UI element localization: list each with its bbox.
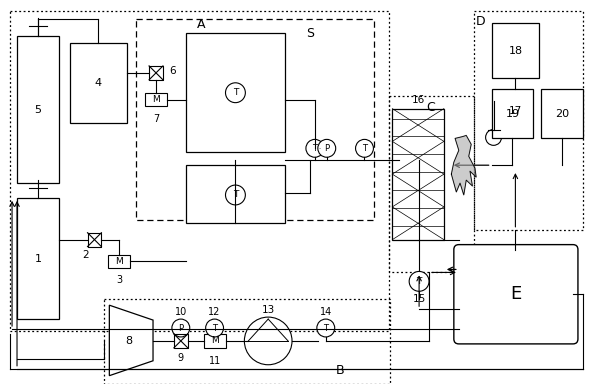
Bar [186,33,285,152]
Bar [108,255,130,268]
Text: T: T [416,277,422,286]
Text: 3: 3 [116,275,123,285]
Bar [204,334,226,348]
Text: M: M [211,336,219,345]
Text: 10: 10 [175,307,187,317]
Text: T: T [323,323,328,333]
Text: D: D [476,15,485,28]
Text: 15: 15 [412,294,426,304]
Text: M: M [115,257,123,266]
Text: 12: 12 [209,307,221,317]
Text: 4: 4 [95,78,102,88]
Circle shape [206,319,223,337]
Circle shape [226,83,246,103]
Bar [17,36,59,183]
FancyBboxPatch shape [454,244,578,344]
Text: 9: 9 [178,353,184,363]
Text: T: T [312,144,317,153]
Circle shape [306,139,324,157]
Text: A: A [197,18,205,31]
Text: P: P [324,144,329,153]
Bar [541,89,583,138]
Bar [17,198,59,319]
Bar [492,23,539,78]
Circle shape [485,129,501,146]
Bar [70,43,127,122]
Text: 18: 18 [508,46,522,56]
Text: 16: 16 [412,95,425,105]
Text: E: E [509,285,521,303]
Text: 17: 17 [508,105,522,116]
Text: 5: 5 [34,105,41,115]
Text: 8: 8 [125,336,133,346]
Text: P: P [178,323,183,333]
Text: C: C [426,100,435,114]
Text: 6: 6 [169,66,176,76]
Circle shape [317,319,335,337]
Bar [136,19,375,220]
Circle shape [318,139,336,157]
Text: 13: 13 [262,305,275,315]
Text: T: T [233,191,238,199]
Circle shape [244,317,292,365]
Text: T: T [212,323,217,333]
Circle shape [172,319,190,337]
Text: M: M [152,95,160,104]
Text: 2: 2 [82,249,89,259]
Circle shape [409,271,429,291]
Polygon shape [451,136,476,195]
Text: T: T [233,88,238,97]
Circle shape [226,185,246,205]
Text: TP: TP [319,148,320,149]
Text: 14: 14 [320,307,332,317]
Text: T: T [362,144,367,153]
Bar [474,11,583,230]
Polygon shape [110,305,153,376]
Text: 19: 19 [505,109,519,119]
Text: 1: 1 [34,253,41,263]
Bar [10,11,389,331]
Text: 7: 7 [153,114,159,124]
Bar [492,89,533,138]
Text: 11: 11 [209,356,221,366]
Bar [104,299,391,383]
Text: S: S [306,27,314,40]
Bar [392,109,444,239]
Bar [145,93,167,106]
Text: 20: 20 [555,109,569,119]
Circle shape [356,139,373,157]
Bar [389,96,474,273]
Bar [186,165,285,223]
Text: B: B [335,364,344,377]
